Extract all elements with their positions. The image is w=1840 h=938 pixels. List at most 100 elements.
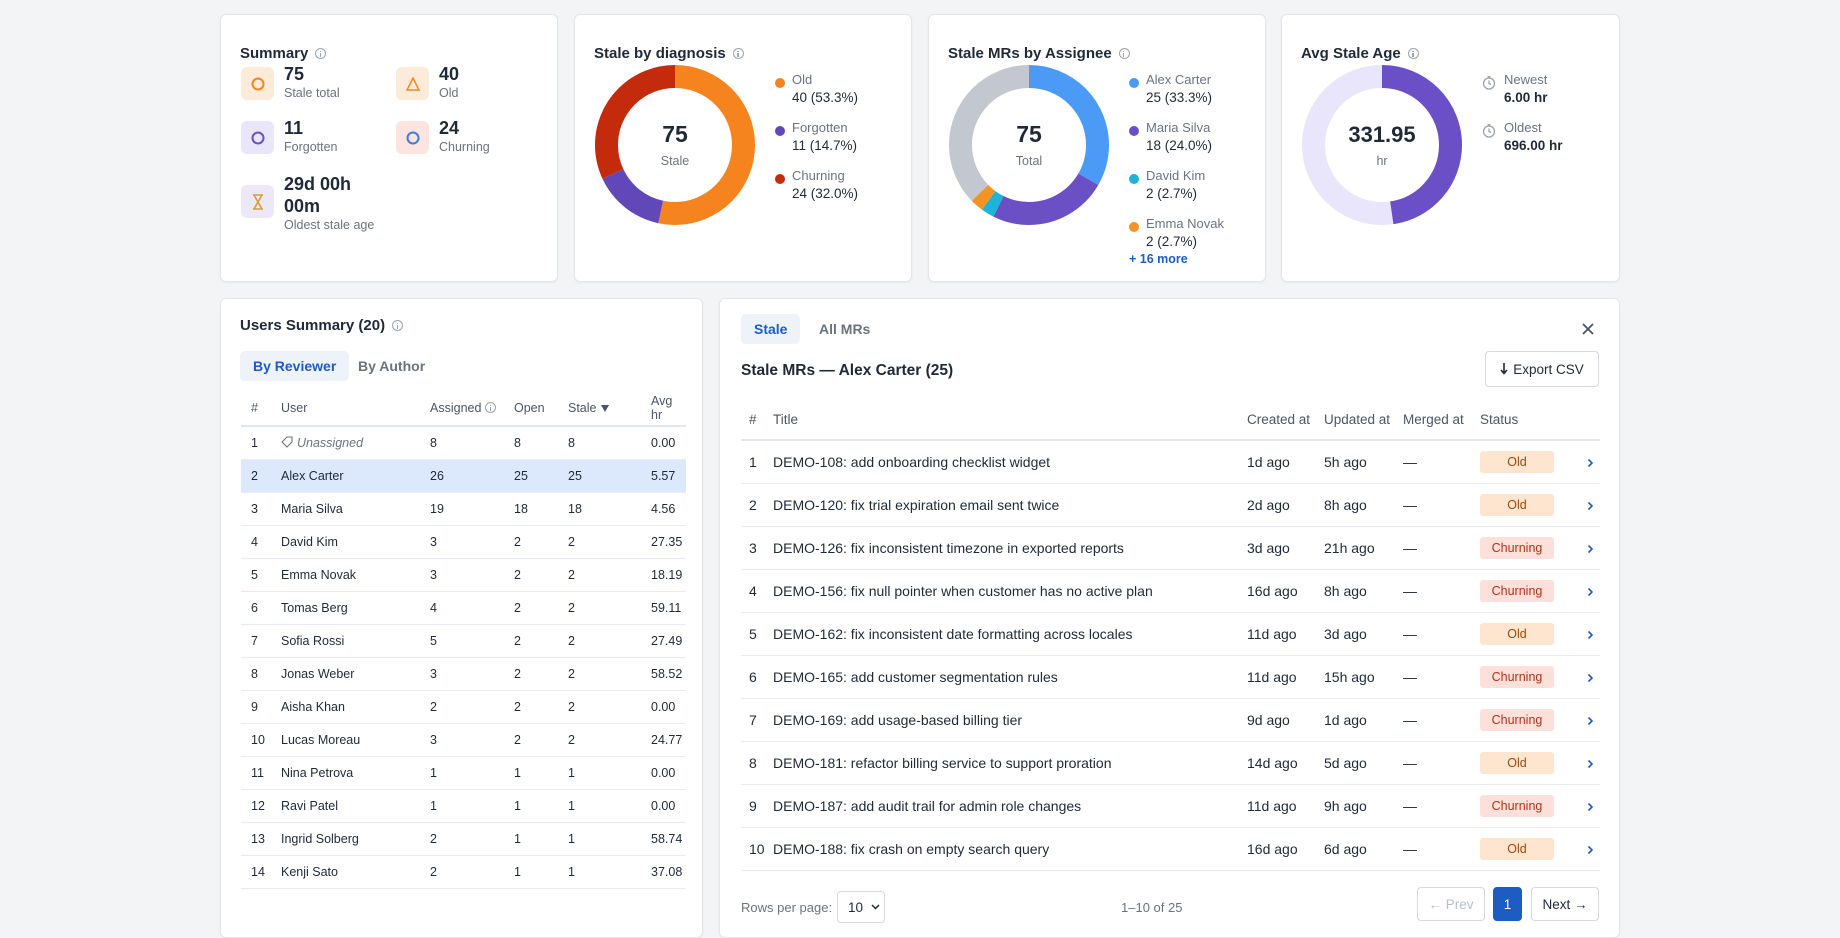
table-row[interactable]: 8 DEMO-181: refactor billing service to s…: [741, 741, 1600, 785]
chevron[interactable]: [1587, 587, 1594, 597]
prev-button[interactable]: ← Prev: [1417, 887, 1485, 921]
table-cell: 16d ago: [1239, 569, 1316, 613]
cell-text: Lucas Moreau: [281, 733, 361, 747]
page-size-select[interactable]: 10: [837, 891, 885, 923]
table-row[interactable]: 2 DEMO-120: fix trial expiration email se…: [741, 483, 1600, 527]
table-row[interactable]: 4 DEMO-156: fix null pointer when custome…: [741, 569, 1600, 613]
chevron[interactable]: [1587, 458, 1594, 468]
table-row[interactable]: 13 Ingrid Solberg 2 1 1 58.74: [241, 822, 686, 856]
cell-text: 2: [514, 700, 521, 714]
close-button[interactable]: [1582, 323, 1594, 335]
table-row[interactable]: 10 DEMO-188: fix crash on empty search qu…: [741, 827, 1600, 871]
cell-text: DEMO-156: fix null pointer when customer…: [773, 583, 1153, 599]
header-text: Avg hr: [651, 394, 673, 422]
title-text: Users Summary (20): [240, 317, 386, 334]
table-cell: 24.77: [641, 723, 686, 757]
cell-text: 2: [568, 634, 575, 648]
table-row[interactable]: 3 DEMO-126: fix inconsistent timezone in …: [741, 526, 1600, 570]
tab[interactable]: All MRs: [819, 321, 871, 337]
column-header: Updated at: [1316, 399, 1395, 441]
header-text: Merged at: [1403, 411, 1464, 427]
chevron[interactable]: [1587, 501, 1594, 511]
tab[interactable]: By Reviewer: [240, 351, 350, 381]
table-row[interactable]: 6 Tomas Berg 4 2 2 59.11: [241, 591, 686, 625]
table-row[interactable]: 7 Sofia Rossi 5 2 2 27.49: [241, 624, 686, 658]
table-row[interactable]: 5 Emma Novak 3 2 2 18.19: [241, 558, 686, 592]
cell-text: 2: [514, 667, 521, 681]
status-badge: Churning: [1480, 709, 1554, 731]
cell-text: Kenji Sato: [281, 865, 338, 879]
table-cell: 11: [241, 756, 271, 790]
column-header: Assigned: [420, 391, 504, 427]
chevron[interactable]: [1587, 630, 1594, 640]
table-cell: Churning: [1472, 698, 1579, 742]
info-icon[interactable]: [392, 320, 404, 331]
table-cell: 0.00: [641, 789, 686, 823]
card-title: Stale MRs by Assignee: [948, 45, 1130, 62]
table-cell: —: [1395, 827, 1472, 871]
table-cell: 2: [504, 657, 558, 691]
stat-icon: [396, 121, 429, 154]
cell-text: 1d ago: [1324, 712, 1367, 728]
table-cell: 4: [241, 525, 271, 559]
chevron[interactable]: [1587, 673, 1594, 683]
card-title: Avg Stale Age: [1301, 45, 1419, 62]
table-cell: —: [1395, 784, 1472, 828]
cell-text: Alex Carter: [281, 469, 344, 483]
page-button[interactable]: 1: [1493, 887, 1522, 921]
table-cell: 3: [420, 723, 504, 757]
info-icon[interactable]: [1407, 48, 1419, 59]
stat-icon: [241, 67, 274, 100]
more-link[interactable]: + 16 more: [1129, 252, 1188, 266]
table-row[interactable]: 6 DEMO-165: add customer segmentation rul…: [741, 655, 1600, 699]
info-icon[interactable]: [732, 48, 744, 59]
table-cell: Churning: [1472, 569, 1579, 613]
chevron[interactable]: [1587, 845, 1594, 855]
table-row[interactable]: 1 DEMO-108: add onboarding checklist widg…: [741, 440, 1600, 484]
tab[interactable]: Stale: [741, 314, 801, 344]
table-row[interactable]: 9 Aisha Khan 2 2 2 0.00: [241, 690, 686, 724]
table-row[interactable]: 2 Alex Carter 26 25 25 5.57: [241, 459, 686, 493]
chevron[interactable]: [1587, 716, 1594, 726]
table-cell: 1: [504, 855, 558, 889]
table-cell: 2: [420, 855, 504, 889]
table-row[interactable]: 7 DEMO-169: add usage-based billing tier 9…: [741, 698, 1600, 742]
cell-text: 8: [568, 436, 575, 450]
header-text: Assigned: [430, 401, 482, 415]
table-row[interactable]: 9 DEMO-187: add audit trail for admin rol…: [741, 784, 1600, 828]
export-button[interactable]: Export CSV: [1485, 351, 1599, 387]
table-row[interactable]: 1 Unassigned 8 8 8 0.00: [241, 426, 686, 460]
icon: [252, 193, 263, 210]
table-row[interactable]: 14 Kenji Sato 2 1 1 37.08: [241, 855, 686, 889]
table-cell: Churning: [1472, 526, 1579, 570]
table-cell: 3: [741, 526, 765, 570]
table-row[interactable]: 8 Jonas Weber 3 2 2 58.52: [241, 657, 686, 691]
table-row[interactable]: 12 Ravi Patel 1 1 1 0.00: [241, 789, 686, 823]
cell-text: 3: [251, 502, 258, 516]
download-icon: [1500, 363, 1508, 375]
tag-icon: [281, 436, 293, 448]
next-button[interactable]: Next →: [1531, 887, 1599, 921]
table-row[interactable]: 11 Nina Petrova 1 1 1 0.00: [241, 756, 686, 790]
chevron[interactable]: [1587, 802, 1594, 812]
chevron[interactable]: [1587, 544, 1594, 554]
mrs-card: Stale All MRs Stale MRs — Alex Carter (2…: [719, 298, 1620, 938]
cell-text: 8: [749, 755, 757, 771]
table-cell: 27.35: [641, 525, 686, 559]
table-row[interactable]: 5 DEMO-162: fix inconsistent date formatt…: [741, 612, 1600, 656]
table-row[interactable]: 3 Maria Silva 19 18 18 4.56: [241, 492, 686, 526]
cell-text: 4: [749, 583, 757, 599]
table-cell: 1: [741, 440, 765, 484]
cell-text: 1: [568, 799, 575, 813]
chevron[interactable]: [1587, 759, 1594, 769]
table-row[interactable]: 10 Lucas Moreau 3 2 2 24.77: [241, 723, 686, 757]
cell-text: 5: [749, 626, 757, 642]
tab[interactable]: By Author: [358, 358, 426, 374]
info-icon[interactable]: [315, 48, 327, 59]
info-icon[interactable]: [1118, 48, 1130, 59]
table-row[interactable]: 4 David Kim 3 2 2 27.35: [241, 525, 686, 559]
cell-text: 9: [251, 700, 258, 714]
cell-text: —: [1403, 497, 1417, 513]
info-icon[interactable]: [485, 402, 497, 413]
table-cell: [1579, 483, 1600, 527]
